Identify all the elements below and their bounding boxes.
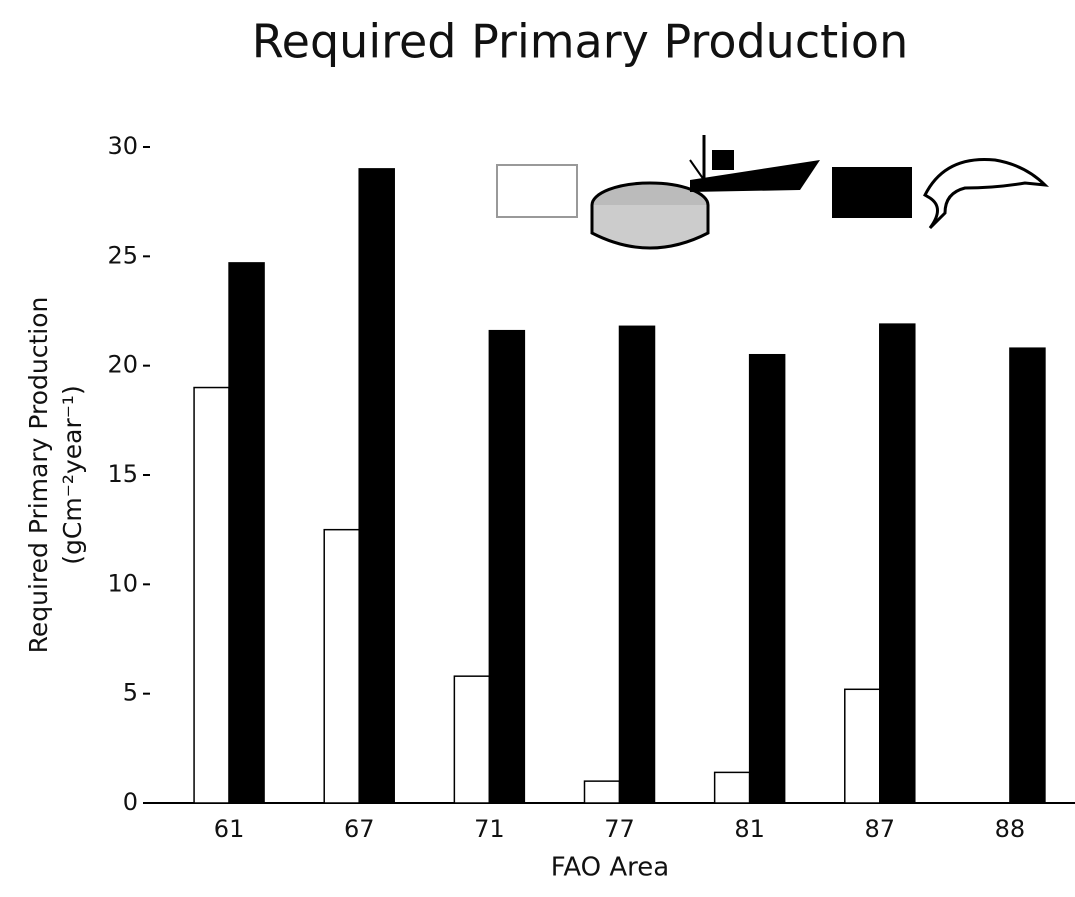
bar [489, 331, 524, 803]
x-tick-label: 81 [734, 815, 765, 843]
bar [324, 530, 359, 803]
bar [359, 169, 394, 803]
y-tick-label: 0 [123, 788, 138, 816]
bar [454, 676, 489, 803]
bar [750, 355, 785, 803]
chart: Required Primary Production FAO Area Req… [0, 0, 1075, 897]
legend-swatch [497, 165, 577, 217]
net-and-boat-icon [592, 135, 820, 248]
bar [880, 324, 915, 803]
x-tick-label: 88 [995, 815, 1026, 843]
y-tick-label: 20 [107, 351, 138, 379]
y-tick-label: 30 [107, 132, 138, 160]
y-tick-label: 15 [107, 460, 138, 488]
bar [715, 772, 750, 803]
bar [229, 263, 264, 803]
y-tick-label: 10 [107, 569, 138, 597]
y-tick-label: 5 [123, 679, 138, 707]
x-tick-label: 87 [865, 815, 896, 843]
y-axis-label: Required Primary Production [24, 297, 53, 654]
bar [585, 781, 620, 803]
y-axis-label: (gCm⁻²year⁻¹) [58, 385, 87, 564]
x-tick-label: 61 [214, 815, 245, 843]
x-tick-label: 67 [344, 815, 375, 843]
dolphin-icon [925, 159, 1045, 228]
y-tick-label: 25 [107, 241, 138, 269]
bar [845, 689, 880, 803]
bar [1010, 348, 1045, 803]
x-tick-label: 71 [474, 815, 505, 843]
bar [194, 388, 229, 803]
legend-swatch [832, 167, 912, 218]
legend [497, 135, 1045, 248]
bar [620, 326, 655, 803]
chart-title: Required Primary Production [252, 15, 908, 69]
x-tick-label: 77 [604, 815, 635, 843]
x-axis-label: FAO Area [551, 853, 669, 883]
